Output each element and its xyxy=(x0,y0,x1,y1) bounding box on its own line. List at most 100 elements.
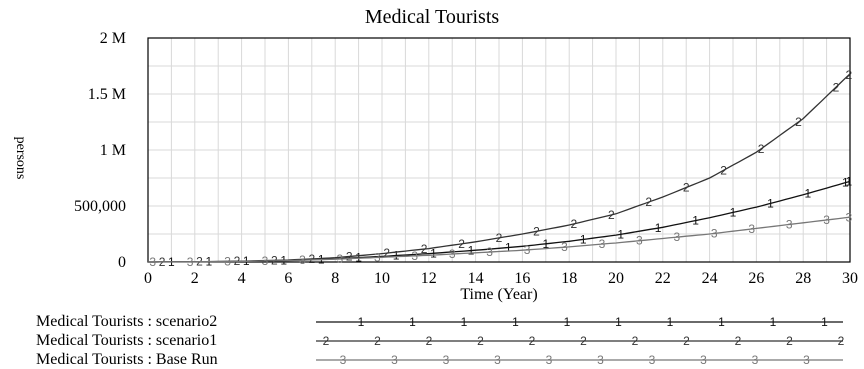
x-tick-label: 10 xyxy=(374,270,390,287)
series-marker: 2 xyxy=(383,246,390,260)
series-marker: 3 xyxy=(224,255,231,269)
chart-title: Medical Tourists xyxy=(364,6,500,28)
series-marker: 3 xyxy=(823,213,830,227)
x-tick-label: 0 xyxy=(144,270,152,287)
series-marker: 2 xyxy=(421,242,428,256)
series-marker: 1 xyxy=(845,175,852,189)
series-marker: 1 xyxy=(617,227,624,241)
plot-frame xyxy=(147,37,851,263)
legend-marker: 3 xyxy=(340,353,347,367)
x-tick-label: 4 xyxy=(238,270,246,287)
legend-marker: 1 xyxy=(409,315,416,329)
series-marker: 2 xyxy=(458,237,465,251)
legend-marker: 2 xyxy=(838,334,845,348)
x-tick-label: 16 xyxy=(514,270,530,287)
y-axis-label: persons xyxy=(13,136,28,180)
series-marker: 1 xyxy=(842,176,849,190)
legend-marker: 3 xyxy=(752,353,759,367)
series-marker: 3 xyxy=(262,254,269,268)
series-marker: 1 xyxy=(767,196,774,210)
series-marker: 2 xyxy=(346,250,353,264)
legend-sample-2: 2 2 2 2 2 2 2 2 2 2 2 xyxy=(316,334,845,348)
series-marker: 3 xyxy=(486,245,493,259)
legend-marker: 1 xyxy=(615,315,622,329)
x-axis-label: Time (Year) xyxy=(460,286,538,303)
series-marker: 2 xyxy=(533,224,540,238)
series-marker: 3 xyxy=(337,252,344,266)
series-marker: 3 xyxy=(449,247,456,261)
legend-marker: 3 xyxy=(391,353,398,367)
legend-marker: 1 xyxy=(461,315,468,329)
series-marker: 3 xyxy=(673,230,680,244)
legend-marker: 3 xyxy=(597,353,604,367)
series-marker: 3 xyxy=(187,255,194,269)
series-marker: 1 xyxy=(430,246,437,260)
legend-marker: 1 xyxy=(667,315,674,329)
series-marker: 2 xyxy=(496,231,503,245)
x-tick-label: 2 xyxy=(191,270,199,287)
legend-marker: 3 xyxy=(803,353,810,367)
y-tick-label: 1.5 M xyxy=(88,86,126,103)
legend-marker: 1 xyxy=(358,315,365,329)
series-marker: 3 xyxy=(845,210,852,224)
series-marker: 3 xyxy=(411,249,418,263)
series-marker: 2 xyxy=(833,80,840,94)
x-tick-label: 22 xyxy=(655,270,671,287)
legend-label: Medical Tourists : Base Run xyxy=(36,351,218,368)
series-marker: 2 xyxy=(308,252,315,266)
y-tick-label: 0 xyxy=(118,254,126,271)
x-tick-label: 28 xyxy=(795,270,811,287)
series-marker: 1 xyxy=(393,249,400,263)
series-marker: 3 xyxy=(374,250,381,264)
series-marker: 1 xyxy=(542,237,549,251)
x-tick-label: 6 xyxy=(284,270,292,287)
series-marker: 3 xyxy=(561,240,568,254)
y-tick-label: 500,000 xyxy=(74,198,126,215)
legend-sample-3: 3 3 3 3 3 3 3 3 3 3 xyxy=(316,353,843,367)
series-marker: 2 xyxy=(720,163,727,177)
legend-label: Medical Tourists : scenario1 xyxy=(36,332,218,349)
series-marker: 2 xyxy=(758,142,765,156)
legend-marker: 2 xyxy=(632,334,639,348)
series-marker: 3 xyxy=(149,255,156,269)
series-marker: 1 xyxy=(805,186,812,200)
x-tick-label: 14 xyxy=(468,270,484,287)
x-tick-label: 8 xyxy=(331,270,339,287)
legend-marker: 1 xyxy=(821,315,828,329)
series-marker: 3 xyxy=(524,243,531,257)
x-tick-label: 26 xyxy=(748,270,764,287)
legend-marker: 3 xyxy=(494,353,501,367)
legend-marker: 2 xyxy=(323,334,330,348)
x-tick-label: 18 xyxy=(561,270,577,287)
series-marker: 2 xyxy=(608,208,615,222)
x-tick-label: 12 xyxy=(421,270,437,287)
y-tick-label: 2 M xyxy=(100,30,126,47)
series-marker: 2 xyxy=(795,115,802,129)
series-marker: 1 xyxy=(730,205,737,219)
series-3: 3 3 3 3 3 3 3 3 3 3 3 3 3 3 3 3 3 3 3 3 xyxy=(148,210,852,269)
legend-marker: 1 xyxy=(770,315,777,329)
series-line xyxy=(148,216,851,263)
legend-marker: 2 xyxy=(529,334,536,348)
series-marker: 2 xyxy=(645,195,652,209)
series-marker: 3 xyxy=(786,217,793,231)
legend-marker: 2 xyxy=(735,334,742,348)
grid-lines xyxy=(147,37,851,263)
y-tick-label: 1 M xyxy=(100,142,126,159)
series-marker: 1 xyxy=(692,214,699,228)
series-marker: 3 xyxy=(599,237,606,251)
series-marker: 1 xyxy=(468,244,475,258)
x-tick-label: 30 xyxy=(842,270,858,287)
legend-marker: 2 xyxy=(426,334,433,348)
series-marker: 1 xyxy=(505,240,512,254)
series-marker: 3 xyxy=(748,222,755,236)
series-marker: 3 xyxy=(299,253,306,267)
legend-marker: 2 xyxy=(683,334,690,348)
legend-marker: 1 xyxy=(564,315,571,329)
series-marker: 1 xyxy=(655,221,662,235)
legend-marker: 2 xyxy=(374,334,381,348)
legend-marker: 2 xyxy=(786,334,793,348)
